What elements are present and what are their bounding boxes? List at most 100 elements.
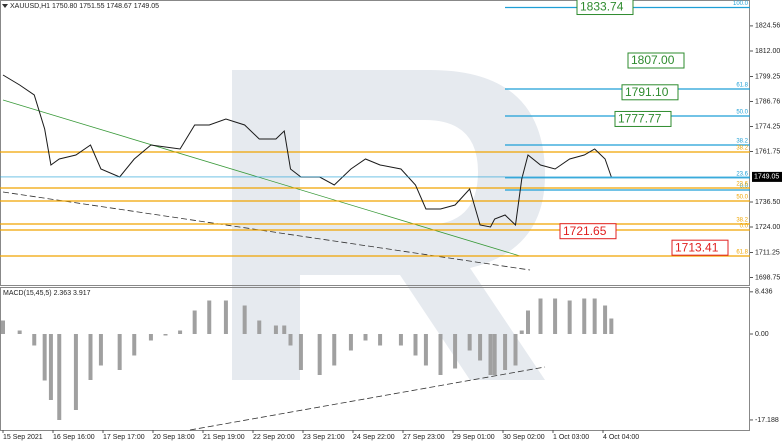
- macd-bar: [73, 334, 78, 410]
- macd-bar: [438, 334, 443, 375]
- y-tick-label: 1812.00: [755, 48, 780, 55]
- price-box: [627, 52, 685, 69]
- macd-bar: [513, 334, 518, 366]
- price-box: [576, 0, 634, 16]
- macd-bar: [288, 334, 293, 346]
- x-tick-label: 20 Sep 18:00: [153, 434, 195, 441]
- macd-bar: [57, 334, 62, 420]
- price-line: [2, 74, 612, 228]
- macd-bar: [467, 334, 472, 351]
- macd-bar: [298, 334, 303, 370]
- y-tick-label: 0.00: [755, 331, 769, 338]
- menu-arrow: [2, 4, 8, 8]
- macd-bar: [526, 310, 530, 334]
- macd-bar: [567, 300, 572, 334]
- macd-bar: [117, 334, 122, 370]
- trend-line: [189, 366, 546, 431]
- macd-title: MACD(15,45,5) 2.363 3.917: [3, 290, 91, 297]
- macd-bar: [538, 298, 543, 334]
- y-tick-label: 8.436: [755, 289, 773, 296]
- fib-ratio: 0.0: [740, 224, 749, 230]
- x-tick-label: 29 Sep 01:00: [453, 434, 495, 441]
- fib-ratio: 38.2: [736, 146, 748, 152]
- macd-bar: [257, 320, 262, 334]
- price-box-label: 1807.00: [631, 53, 675, 67]
- macd-bar: [223, 300, 228, 334]
- macd-bar: [488, 334, 493, 375]
- last-price-box: [752, 171, 782, 182]
- macd-bar: [132, 334, 137, 356]
- price-panel: [0, 0, 750, 286]
- macd-bar: [17, 330, 22, 334]
- macd-bar: [423, 334, 428, 366]
- macd-bar: [378, 334, 383, 346]
- fib-ratio: 61.8: [736, 250, 748, 256]
- x-tick-label: 23 Sep 21:00: [303, 434, 345, 441]
- fib-ratio: 61.8: [736, 83, 748, 89]
- macd-bar: [48, 334, 53, 400]
- y-tick-label: 1824.56: [755, 23, 780, 30]
- price-box-label: 1791.10: [625, 85, 669, 99]
- y-tick-label: 1736.50: [755, 199, 780, 206]
- macd-bar: [503, 334, 508, 370]
- macd-bar: [148, 334, 153, 341]
- y-tick-label: 1724.00: [755, 224, 780, 231]
- fib-ratio: 100.0: [733, 1, 749, 7]
- x-tick-label: 24 Sep 22:00: [353, 434, 395, 441]
- trend-line: [2, 191, 531, 271]
- fib-ratio: 0.0: [740, 184, 749, 190]
- last-price-label: 1749.05: [754, 174, 779, 181]
- price-box-label: 1721.65: [563, 224, 607, 238]
- macd-bar: [163, 334, 168, 336]
- x-tick-label: 1 Oct 03:00: [553, 434, 589, 441]
- macd-bar: [242, 305, 247, 334]
- y-tick-label: 1761.75: [755, 148, 780, 155]
- macd-bar: [317, 334, 322, 375]
- macd-bar: [453, 334, 458, 369]
- y-tick-label: 1799.25: [755, 73, 780, 80]
- y-tick-label: 1711.25: [755, 249, 780, 256]
- macd-bar: [519, 330, 524, 334]
- y-tick-label: 1786.76: [755, 98, 780, 105]
- price-box: [614, 110, 672, 127]
- x-tick-label: 22 Sep 20:00: [253, 434, 295, 441]
- price-box: [671, 239, 729, 256]
- macd-bar: [32, 334, 37, 346]
- macd-bar: [413, 334, 418, 356]
- macd-bar: [42, 334, 47, 381]
- price-box: [559, 223, 617, 240]
- macd-bar: [363, 334, 368, 341]
- price-box-label: 1833.74: [580, 0, 624, 14]
- fib-ratio: 50.0: [736, 110, 748, 116]
- macd-bar: [282, 325, 287, 334]
- y-tick-label: -17.188: [755, 417, 779, 424]
- macd-bar: [1, 320, 5, 334]
- macd-bar: [332, 334, 337, 366]
- macd-bar: [609, 318, 614, 334]
- x-tick-label: 17 Sep 17:00: [103, 434, 145, 441]
- macd-bar: [592, 298, 597, 334]
- macd-bar: [207, 300, 212, 334]
- x-tick-label: 4 Oct 04:00: [603, 434, 639, 441]
- chart-title: XAUUSD,H1 1750.80 1751.55 1748.67 1749.0…: [10, 3, 159, 10]
- x-tick-label: 15 Sep 2021: [3, 434, 43, 441]
- macd-bar: [192, 310, 197, 334]
- fib-ratio: 38.2: [736, 139, 748, 145]
- macd-bar: [478, 334, 483, 361]
- price-box: [621, 84, 679, 101]
- x-tick-label: 27 Sep 23:00: [403, 434, 445, 441]
- fib-ratio: 38.2: [736, 218, 748, 224]
- x-tick-label: 21 Sep 19:00: [203, 434, 245, 441]
- price-box-label: 1777.77: [618, 112, 662, 126]
- macd-panel: [0, 287, 750, 431]
- macd-bar: [88, 334, 93, 380]
- macd-bar: [553, 298, 558, 334]
- y-tick-label: 1774.25: [755, 123, 780, 130]
- macd-bar: [178, 330, 183, 334]
- macd-bar: [348, 334, 353, 351]
- y-tick-label: 1698.75: [755, 274, 780, 281]
- watermark: [232, 70, 545, 380]
- fib-ratio: 23.6: [736, 182, 748, 188]
- fib-ratio: 50.0: [736, 195, 748, 201]
